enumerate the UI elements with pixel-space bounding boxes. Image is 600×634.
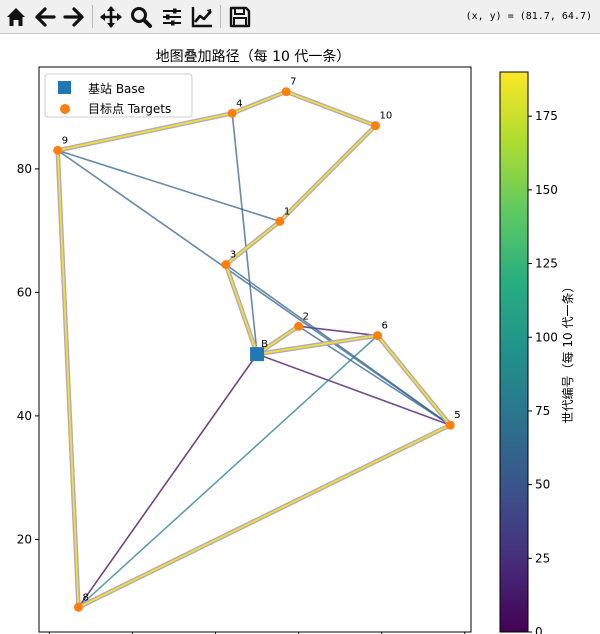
point-label: 4 — [236, 98, 242, 109]
configure-subplots-icon — [163, 8, 181, 25]
zoom-button[interactable] — [127, 3, 155, 30]
navigation-toolbar: (x, y) = (81.7, 64.7) — [0, 0, 600, 34]
point-label: 10 — [379, 111, 392, 122]
legend: 基站 Base 目标点 Targets — [44, 73, 193, 118]
point-label: 6 — [382, 321, 388, 332]
target-marker — [294, 321, 304, 331]
route-path — [225, 263, 452, 426]
plot-area-frame — [38, 66, 472, 633]
legend-targets-label: 目标点 Targets — [88, 102, 171, 116]
legend-base-marker — [58, 81, 71, 94]
colorbar-tick-label: 150 — [535, 183, 558, 197]
pan-button[interactable] — [97, 3, 125, 30]
colorbar-tick-label: 125 — [535, 257, 558, 271]
target-marker — [227, 108, 237, 118]
colorbar-ticks: 0 25 50 75 100 125 150 175 — [528, 109, 558, 634]
legend-frame — [44, 73, 193, 118]
route-path — [77, 334, 379, 609]
colorbar-gradient — [499, 71, 529, 633]
toolbar-separator — [220, 5, 221, 28]
home-button[interactable] — [2, 3, 30, 30]
save-icon — [229, 6, 251, 27]
route-path — [77, 353, 258, 609]
save-button[interactable] — [226, 3, 254, 30]
route-path — [56, 90, 452, 609]
zoom-icon — [131, 6, 152, 28]
home-icon — [7, 7, 25, 26]
point-labels: 1 2 3 4 5 6 7 8 9 10 B — [62, 77, 461, 604]
point-label: 9 — [62, 135, 68, 146]
edit-axis-button[interactable] — [188, 3, 216, 30]
chart-title: 地图叠加路径（每 10 代一条） — [156, 48, 351, 65]
target-marker — [445, 420, 455, 430]
route-path — [297, 325, 452, 426]
point-label: 2 — [303, 311, 309, 322]
forward-button[interactable] — [60, 3, 88, 30]
point-markers — [53, 87, 455, 612]
colorbar: 0 25 50 75 100 125 150 175 世代编号（每 10 代一条） — [499, 71, 575, 634]
target-marker — [221, 260, 231, 270]
forward-icon — [63, 6, 84, 27]
toolbar-separator — [92, 5, 93, 28]
x-axis-ticks: 020406080100 — [48, 632, 466, 634]
target-marker — [53, 145, 63, 155]
target-marker — [373, 331, 383, 341]
point-label: 1 — [284, 206, 290, 217]
target-marker — [275, 216, 285, 226]
base-marker — [250, 347, 265, 362]
legend-targets-marker — [60, 104, 70, 114]
back-button[interactable] — [31, 3, 59, 30]
colorbar-tick-label: 50 — [535, 478, 550, 492]
legend-base-label: 基站 Base — [88, 82, 145, 96]
back-icon — [35, 6, 56, 27]
configure-subplots-button[interactable] — [158, 3, 186, 30]
y-tick-label: 20 — [17, 532, 32, 546]
colorbar-label: 世代编号（每 10 代一条） — [560, 281, 575, 424]
colorbar-tick-label: 175 — [535, 109, 558, 123]
edit-axis-icon — [191, 6, 212, 27]
y-tick-label: 80 — [17, 162, 32, 176]
route-path — [231, 112, 258, 355]
colorbar-tick-label: 75 — [535, 404, 550, 418]
point-label: 7 — [290, 77, 296, 88]
target-marker — [281, 87, 291, 97]
point-label: 3 — [230, 250, 236, 261]
pan-icon — [100, 5, 122, 28]
target-marker — [73, 602, 83, 612]
y-tick-label: 60 — [17, 285, 32, 299]
point-label: 8 — [82, 592, 88, 603]
point-label: B — [261, 339, 268, 350]
cursor-coordinates: (x, y) = (81.7, 64.7) — [465, 11, 592, 22]
colorbar-tick-label: 0 — [535, 625, 543, 634]
colorbar-tick-label: 25 — [535, 551, 550, 565]
y-tick-label: 40 — [17, 409, 32, 423]
colorbar-tick-label: 100 — [535, 330, 558, 344]
point-label: 5 — [454, 410, 460, 421]
target-marker — [370, 121, 380, 131]
y-axis-ticks: 20 40 60 80 — [17, 162, 39, 546]
